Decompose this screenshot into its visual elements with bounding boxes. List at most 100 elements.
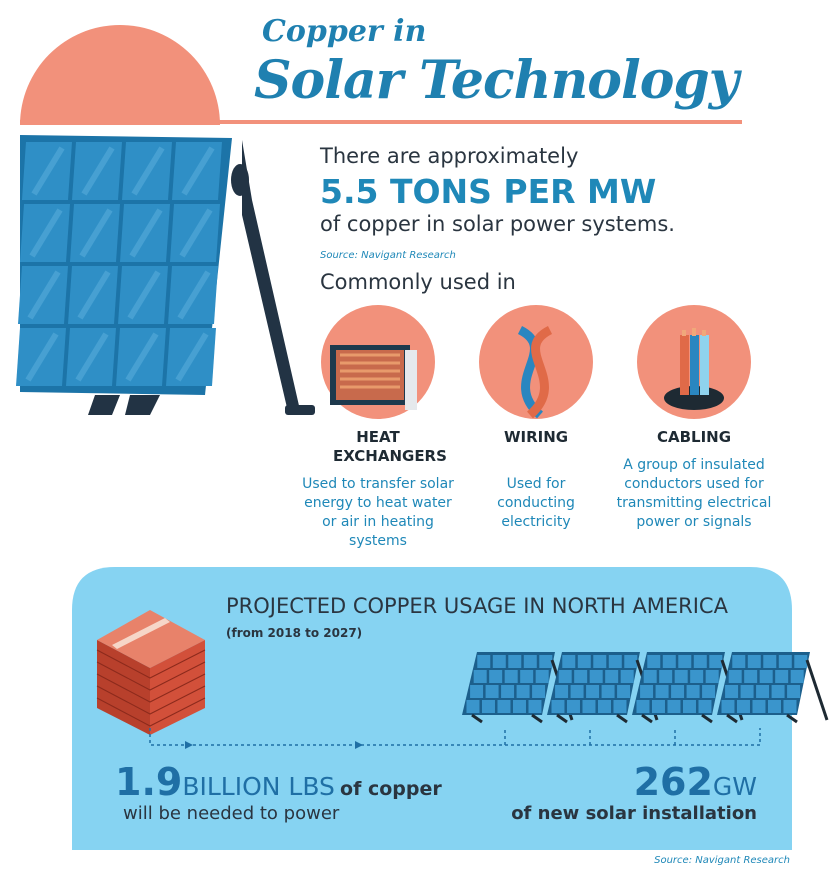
small-panels-part (662, 655, 676, 668)
title: Solar Technology (254, 50, 739, 111)
small-panels-part (671, 685, 685, 698)
small-panels-part (726, 659, 829, 724)
small-panels-part (589, 670, 603, 683)
solar-panel-part (27, 270, 61, 320)
flow-line-part (504, 728, 676, 745)
small-panels-part (640, 685, 654, 698)
solar-panel-part (31, 146, 65, 196)
small-panels-part (566, 700, 580, 713)
small-panels-part (678, 655, 692, 668)
small-panels-part (744, 670, 758, 683)
small-panels-part (558, 670, 572, 683)
solar-panel-part (242, 140, 300, 412)
use-description: A group of insulated conductors used for… (616, 457, 772, 530)
copper-figure: 1.9BILLION LBS of copper (115, 760, 442, 804)
small-panels-part (555, 685, 569, 698)
small-panels-part (501, 685, 515, 698)
small-panels-part (535, 670, 549, 683)
use-icons-part (680, 335, 689, 395)
small-panels-part (655, 685, 669, 698)
solar-panel-part (127, 270, 161, 320)
solar-panel-part (181, 146, 215, 196)
small-panels-part (693, 655, 707, 668)
small-panels-part (601, 685, 615, 698)
small-panels-part (767, 700, 781, 713)
solar-panel-part (231, 164, 249, 196)
small-panels-part (732, 655, 746, 668)
small-panels-part (705, 670, 719, 683)
small-panels-part (473, 670, 487, 683)
small-panels-part (492, 655, 506, 668)
small-panels-part (756, 685, 770, 698)
small-panels-part (636, 700, 650, 713)
small-panels-part (605, 670, 619, 683)
copper-stack-part (97, 610, 205, 668)
small-panels-part (597, 700, 611, 713)
small-panels-part (497, 700, 511, 713)
small-panels-part (702, 685, 716, 698)
title-line: Copper in (262, 14, 427, 49)
small-panels-part (763, 655, 777, 668)
use-icons-part (526, 325, 553, 419)
solar-panel-part (125, 395, 160, 415)
sun-part (20, 120, 742, 124)
small-panels-part (783, 700, 797, 713)
small-panels-part (778, 655, 792, 668)
use-icons-part (517, 325, 544, 419)
small-panels-part (721, 700, 735, 713)
copper-suffix: of copper (340, 778, 442, 800)
use-icons-part (340, 353, 400, 389)
use-item: CABLING A group of insulated conductors … (609, 428, 779, 532)
stat-outro: of copper in solar power systems. (320, 212, 675, 236)
copper-stack-part (96, 649, 206, 727)
small-panels-part (613, 700, 627, 713)
projection-panel (72, 567, 792, 850)
stat-intro: There are approximately (320, 144, 579, 168)
copper-amount: 1.9 (115, 760, 183, 804)
small-panels-part (617, 685, 631, 698)
uses-heading: Commonly used in (320, 270, 516, 294)
small-panels-part (740, 685, 754, 698)
source: Source: Navigant Research (654, 855, 790, 866)
copper-caption: will be needed to power (123, 803, 340, 824)
solar-panel-part (175, 332, 209, 382)
solar-panel (16, 135, 315, 415)
capacity-caption: of new solar installation (511, 803, 757, 824)
small-panels (462, 652, 829, 724)
small-panels-part (532, 685, 546, 698)
use-title: CABLING (656, 428, 732, 446)
small-panels-part (485, 685, 499, 698)
solar-panel-part (29, 208, 63, 258)
copper-unit: BILLION LBS (182, 772, 335, 801)
small-panels-part (562, 655, 576, 668)
source: Source: Navigant Research (320, 250, 456, 261)
small-panels-part (790, 670, 804, 683)
small-panels-part (674, 670, 688, 683)
flow-line-part (355, 741, 363, 749)
small-panels-part (736, 700, 750, 713)
flow-line (149, 728, 761, 749)
small-panels-part (771, 685, 785, 698)
use-icons-part (336, 350, 404, 400)
use-icons (321, 305, 751, 419)
small-panels-part (508, 655, 522, 668)
projection-title: PROJECTED COPPER USAGE IN NORTH AMERICA (226, 594, 728, 618)
small-panels-part (477, 655, 491, 668)
small-panels-part (528, 700, 542, 713)
capacity-figure: 262GW (634, 760, 757, 804)
small-panels-part (523, 655, 537, 668)
small-panels-part (686, 685, 700, 698)
solar-panel-part (75, 332, 109, 382)
small-panels-part (593, 655, 607, 668)
flow-line-part (149, 728, 761, 746)
small-panels-part (709, 655, 723, 668)
small-panels-part (481, 700, 495, 713)
solar-panel-part (285, 405, 315, 415)
small-panels-part (624, 655, 638, 668)
small-panels-part (470, 685, 484, 698)
small-panels-part (520, 670, 534, 683)
copper-stack-part (112, 618, 170, 649)
sun-part (20, 25, 220, 125)
